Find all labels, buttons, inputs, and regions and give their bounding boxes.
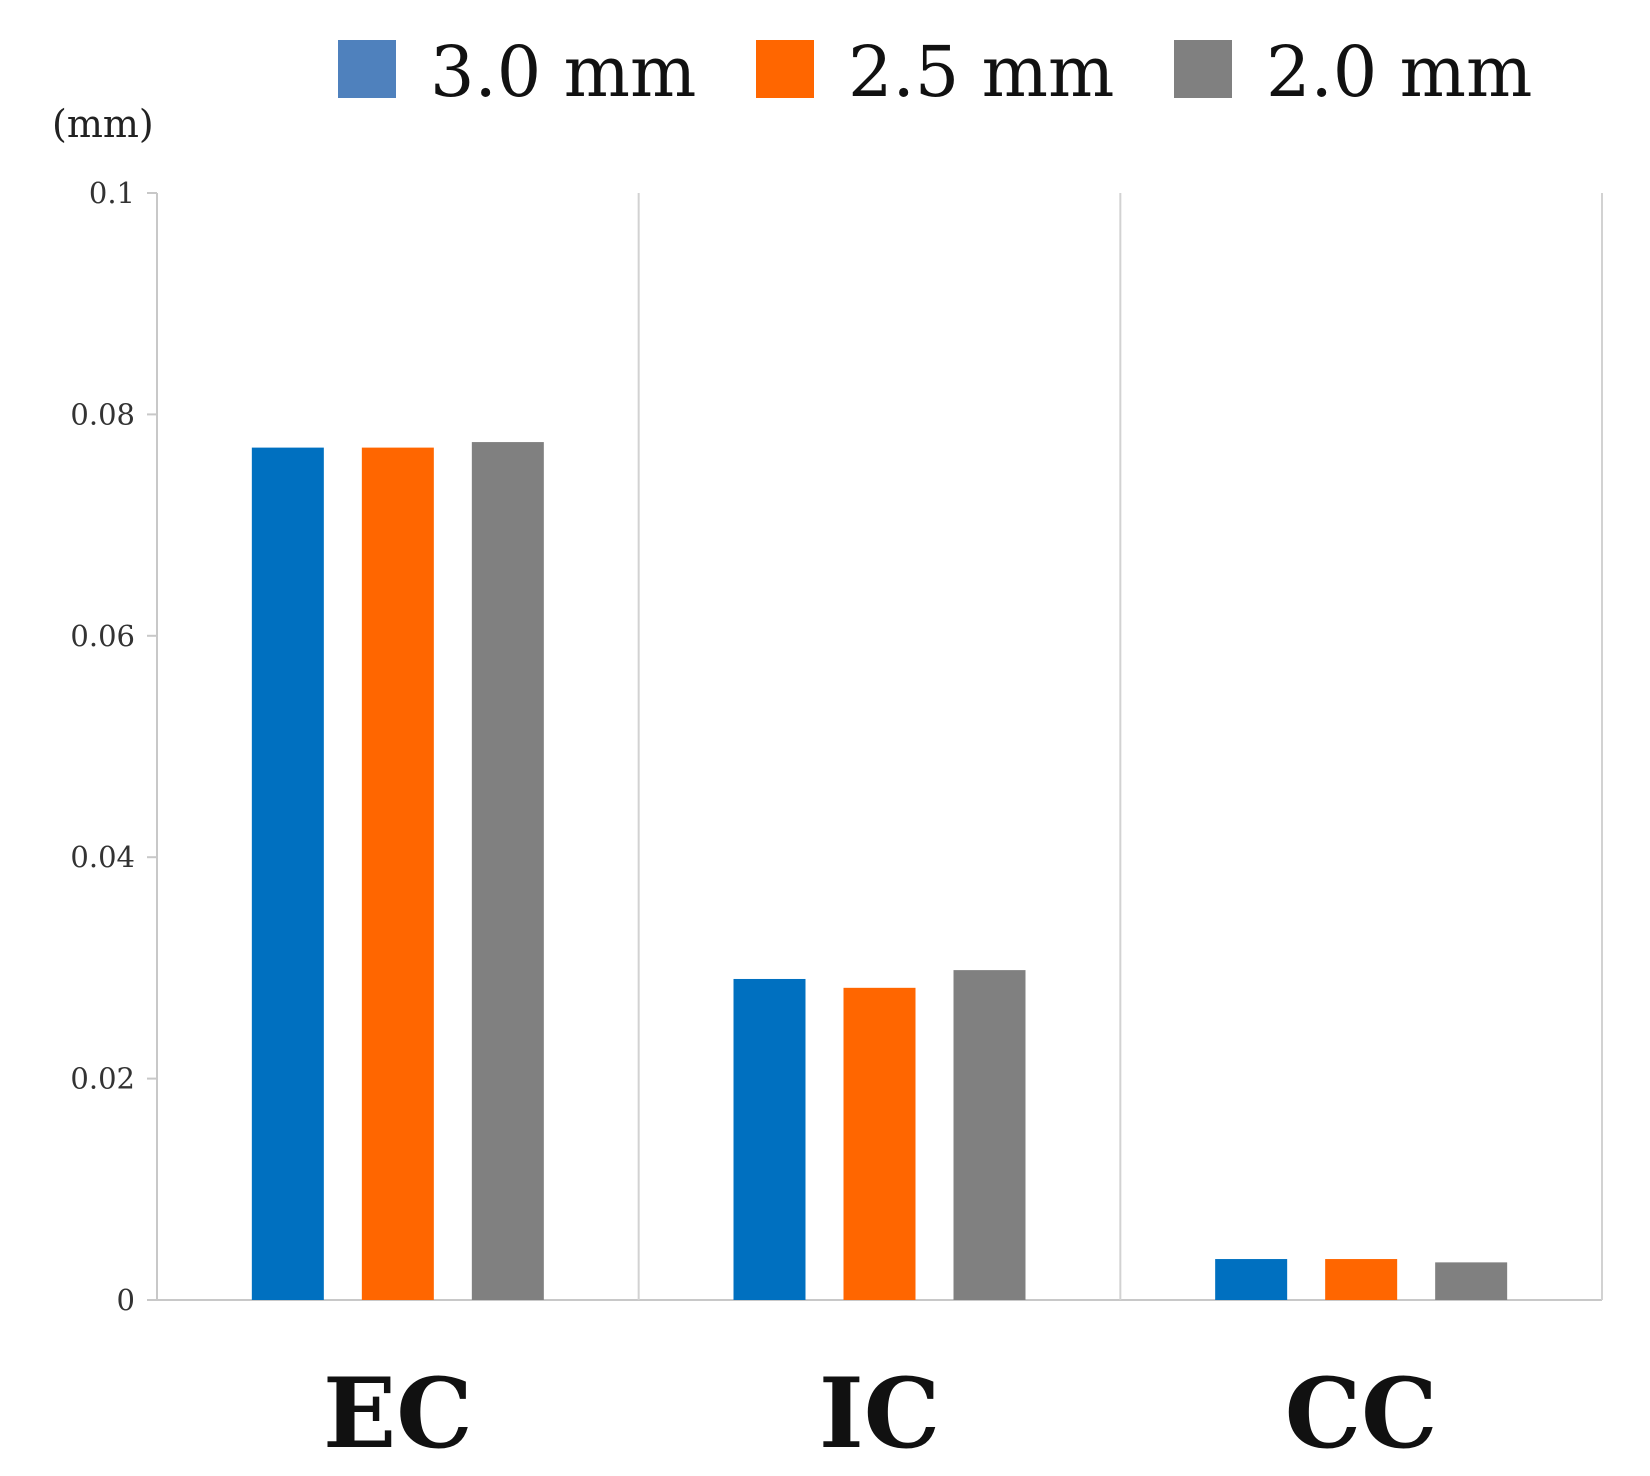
legend-label: 2.5 mm: [848, 31, 1114, 113]
category-label-ec: EC: [323, 1357, 473, 1470]
y-axis-unit-label: (mm): [52, 102, 154, 146]
bar-ic-2-0-mm: [953, 970, 1026, 1300]
y-tick-label: 0: [117, 1283, 135, 1317]
legend-swatch: [756, 40, 814, 98]
y-tick-label: 0.04: [70, 840, 135, 874]
bar-ec-2-5-mm: [361, 447, 434, 1300]
bar-ic-3-0-mm: [733, 978, 806, 1300]
y-tick-label: 0.02: [70, 1062, 135, 1096]
category-label-ic: IC: [819, 1357, 940, 1470]
bar-ec-3-0-mm: [251, 447, 324, 1300]
bar-ec-2-0-mm: [471, 442, 544, 1300]
y-tick-label: 0.1: [89, 176, 135, 210]
category-labels: EC IC CC: [323, 1357, 1438, 1470]
bars: [251, 442, 1508, 1300]
legend: 3.0 mm 2.5 mm 2.0 mm: [338, 31, 1532, 113]
legend-label: 2.0 mm: [1266, 31, 1532, 113]
legend-label: 3.0 mm: [430, 31, 696, 113]
axes: 0 0.02 0.04 0.06 0.08 0.1: [70, 176, 1603, 1317]
bar-ic-2-5-mm: [843, 987, 916, 1300]
y-tick-label: 0.06: [70, 619, 135, 653]
bar-cc-2-0-mm: [1435, 1262, 1508, 1300]
legend-swatch: [1174, 40, 1232, 98]
bar-cc-3-0-mm: [1215, 1259, 1288, 1300]
bar-cc-2-5-mm: [1325, 1259, 1398, 1300]
category-label-cc: CC: [1285, 1357, 1438, 1470]
legend-swatch: [338, 40, 396, 98]
y-tick-label: 0.08: [70, 397, 135, 431]
